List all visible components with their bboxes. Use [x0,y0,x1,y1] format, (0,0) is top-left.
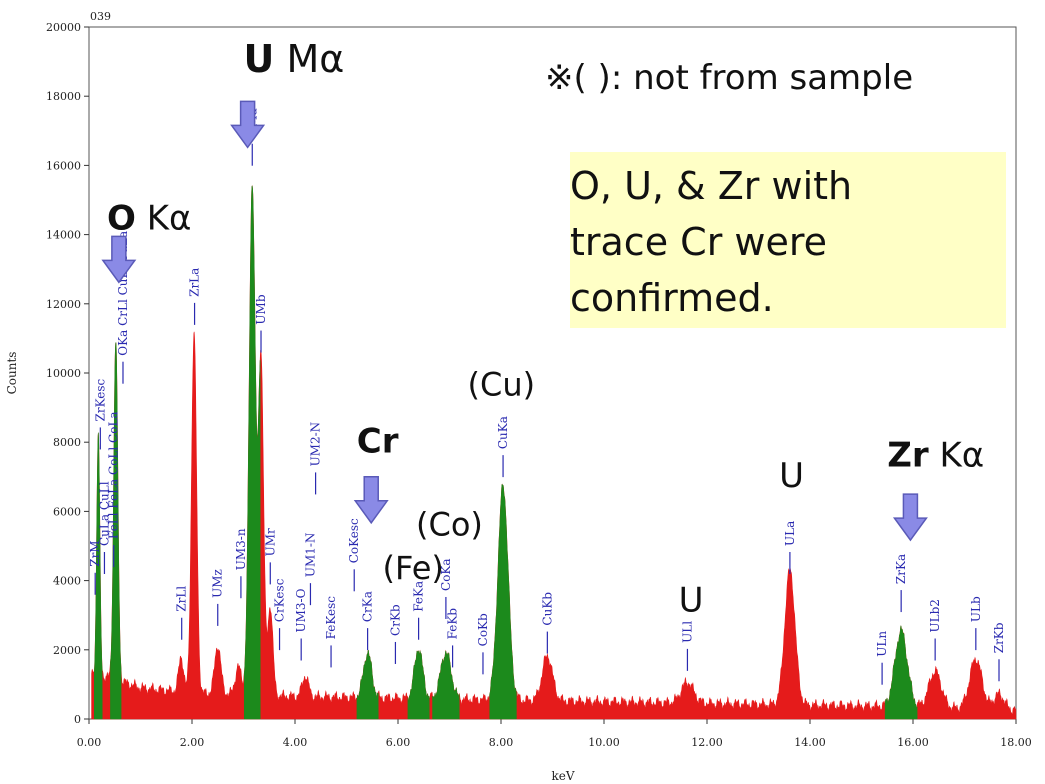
roi-peak-CuKa [489,483,517,720]
summary-box: O, U, & Zr with trace Cr were confirmed. [570,152,1006,328]
x-tick-label: 8.00 [489,736,514,749]
peak-label: ZrLl [175,586,189,612]
x-tick-label: 10.00 [588,736,620,749]
peak-label: CuKa [496,416,510,449]
peak-label: CuLa CuLl [97,481,111,546]
x-tick-label: 2.00 [180,736,205,749]
y-tick-label: 12000 [46,298,81,311]
annotation-zr-ka: Zr Kα [887,435,984,475]
peak-label: UM3-n [234,528,248,570]
summary-line: O, U, & Zr with [570,164,853,208]
y-axis: 0 2000 4000 6000 8000 10000 12000 14000 16000 180… [46,21,89,726]
peak-label: UM3-O [294,588,308,632]
y-tick-label: 8000 [53,436,81,449]
peak-label: FeLl FeLa CoLl CoLa [107,411,121,539]
annotation-o-ka: O Kα [107,198,191,238]
y-tick-label: 14000 [46,229,81,242]
down-arrow-icon [101,235,137,284]
annotation-part: U [679,581,704,621]
annotation-fe: (Fe) [383,549,444,587]
down-arrow-icon [892,493,928,542]
roi-peak-UMa [243,185,261,720]
annotation-cr: Cr [357,422,399,462]
peak-label: ULb2 [928,599,942,632]
y-axis-label: Counts [5,352,19,395]
y-tick-label: 16000 [46,159,81,172]
annotation-part: Cr [357,422,399,462]
peak-label: UMz [211,569,225,598]
annotation-co: (Co) [416,506,483,544]
peak-label: UM1-N [303,533,317,578]
chart-title: 039 [90,10,111,23]
annotation-part: (Co) [416,506,483,544]
annotation-part: (Cu) [468,365,536,403]
peak-label: FeKb [446,608,460,640]
peak-label: CoKesc [347,518,361,563]
peak-label: CrKa [361,591,375,622]
x-tick-label: 18.00 [1000,736,1032,749]
annotation-part: U [244,37,275,81]
y-tick-label: 18000 [46,90,81,103]
peak-label: ULl [680,621,694,643]
roi-peak-CoKa [432,650,460,720]
peak-label: ULb [969,596,983,622]
peak-label: FeKa [412,581,426,612]
peak-label: ZrKb [992,622,1006,653]
roi-peak-CrKa [356,649,379,720]
annotation-part: Mα [274,37,344,81]
y-tick-label: 4000 [53,575,81,588]
annotations: U Mα O Kα Cr Zr Kα (Cu) (Co) (Fe) U U [101,37,984,621]
peak-label: ZrKesc [93,378,107,421]
peak-label: UM2-N [309,422,323,467]
x-tick-label: 16.00 [897,736,929,749]
x-tick-label: 14.00 [794,736,826,749]
y-tick-label: 0 [74,713,81,726]
annotation-u-ma: U Mα [244,37,345,81]
x-tick-label: 6.00 [386,736,411,749]
summary-line: confirmed. [570,276,774,320]
x-tick-label: 4.00 [283,736,308,749]
spectrum [91,185,1017,720]
y-tick-label: 2000 [53,644,81,657]
annotation-u1: U [779,456,804,496]
annotation-part: O [107,198,136,238]
peak-label: FeKesc [324,596,338,640]
y-tick-label: 10000 [46,367,81,380]
roi-peak-OKa [110,342,122,720]
x-axis: 0.00 2.00 4.00 6.00 8.00 10.00 12.00 14.00 16.00… [77,719,1032,749]
x-tick-label: 0.00 [77,736,102,749]
peak-label: ULn [875,631,889,657]
peak-label: CrKesc [273,578,287,622]
peak-label: ZrLa [188,268,202,297]
roi-peak-ZrKa [884,625,918,720]
annotation-part: Zr [887,435,929,475]
peak-label: UMr [263,528,277,556]
not-from-sample-note: ※( ): not from sample [545,58,914,98]
annotation-u2: U [679,581,704,621]
peak-label: UMb [254,294,268,324]
peak-label: ZrM [88,540,102,566]
peak-label: ZrKa [894,554,908,584]
down-arrow-icon [353,476,389,525]
annotation-part: Kα [136,198,192,238]
roi-peak-FeKa [407,650,430,720]
annotation-part: (Fe) [383,549,444,587]
down-arrow-icon [230,100,266,149]
peak-label: CoKa [439,558,453,591]
summary-line: trace Cr were [570,220,828,264]
roi-peak-ZrM [94,432,103,720]
x-tick-label: 12.00 [691,736,723,749]
peak-label: CrKb [388,604,402,636]
annotation-part: U [779,456,804,496]
y-tick-label: 20000 [46,21,81,34]
y-tick-label: 6000 [53,505,81,518]
annotation-part: Kα [929,435,985,475]
annotation-cu: (Cu) [468,365,536,403]
peak-label: CuKb [540,592,554,626]
peak-label: CoKb [476,613,490,646]
peak-label: ULa [783,521,797,546]
x-axis-label: keV [551,769,574,783]
